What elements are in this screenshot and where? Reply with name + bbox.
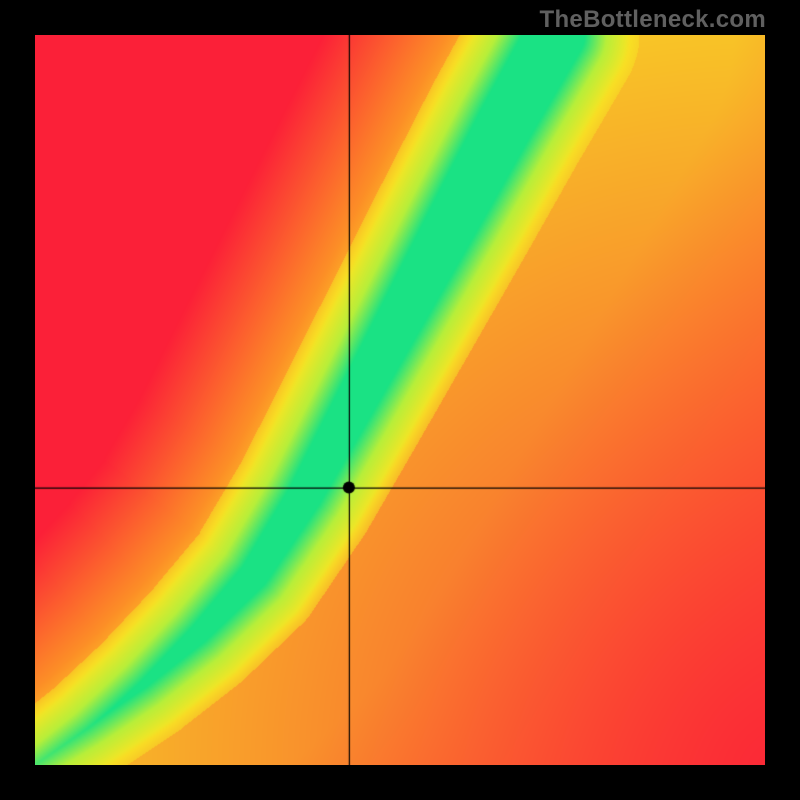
chart-container: TheBottleneck.com [0, 0, 800, 800]
watermark-label: TheBottleneck.com [540, 6, 766, 34]
bottleneck-heatmap [35, 35, 765, 765]
